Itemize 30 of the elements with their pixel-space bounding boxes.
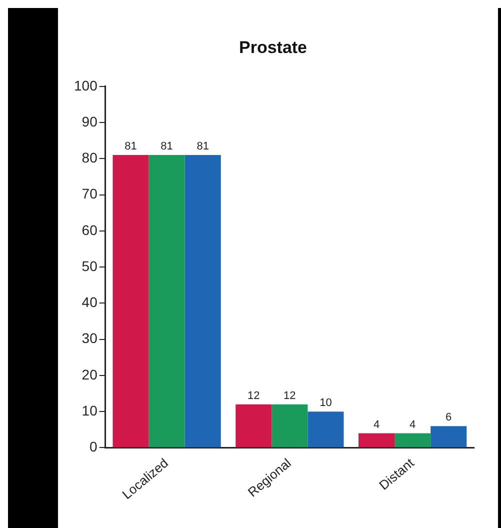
bar <box>430 426 467 448</box>
data-label: 81 <box>196 140 209 153</box>
y-tick-label: 100 <box>74 77 98 94</box>
bar <box>184 155 221 448</box>
data-label: 10 <box>320 397 332 410</box>
bar <box>358 433 395 448</box>
chart-title: Prostate <box>238 38 308 57</box>
data-label: 6 <box>446 412 452 424</box>
bar <box>308 412 344 448</box>
data-label: 4 <box>409 418 416 431</box>
data-label: 81 <box>160 140 173 153</box>
data-label: 81 <box>124 140 137 153</box>
data-label: 4 <box>373 418 380 431</box>
y-tick-label: 80 <box>82 150 98 166</box>
y-tick-label: 60 <box>82 222 98 238</box>
bar <box>112 155 149 448</box>
bar <box>236 404 272 448</box>
data-label: 12 <box>248 390 260 402</box>
y-tick-label: 40 <box>82 294 98 310</box>
y-tick-label: 10 <box>82 402 98 418</box>
y-tick-label: 20 <box>82 366 98 382</box>
bar <box>148 155 185 448</box>
y-tick-label: 70 <box>82 186 98 202</box>
data-label: 12 <box>284 390 296 402</box>
bar <box>272 404 308 448</box>
bar <box>394 433 431 448</box>
y-tick-label: 50 <box>82 258 98 274</box>
y-tick-label: 30 <box>82 330 98 346</box>
y-tick-label: 90 <box>82 113 98 130</box>
y-tick-label: 0 <box>90 438 98 455</box>
